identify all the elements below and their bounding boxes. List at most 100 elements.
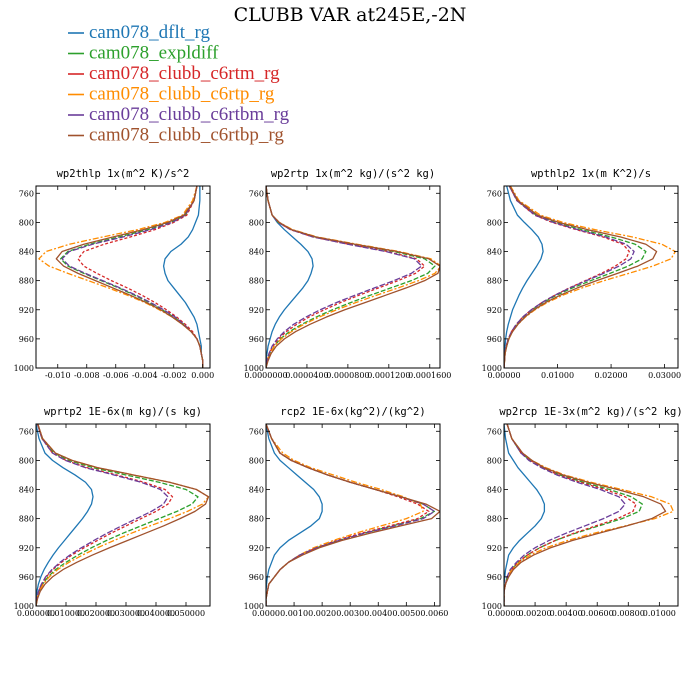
legend-label: cam078_clubb_c6rtbm_rg bbox=[89, 104, 290, 125]
series-line bbox=[38, 186, 204, 368]
x-tick-label: 0.02000 bbox=[595, 371, 628, 380]
series-line bbox=[504, 424, 667, 606]
series-line bbox=[55, 186, 204, 368]
y-tick-label: 840 bbox=[249, 248, 264, 257]
y-tick-label: 920 bbox=[19, 544, 34, 553]
y-tick-label: 840 bbox=[487, 486, 502, 495]
x-tick-label: 0.000000 bbox=[17, 609, 55, 618]
series-line bbox=[504, 424, 674, 606]
x-tick-label: 0.0040 bbox=[364, 609, 392, 618]
series-line bbox=[162, 186, 204, 368]
x-tick-label: 0.00200 bbox=[519, 609, 552, 618]
series-line bbox=[266, 186, 440, 368]
series-line bbox=[36, 424, 210, 606]
panel: wp2rcp 1E-3x(m^2 kg)/(s^2 kg) 760 800 840 88… bbox=[482, 406, 683, 618]
plot-frame bbox=[35, 423, 211, 607]
panel-title: wpthlp2 1x(m K^2)/s bbox=[531, 168, 651, 180]
series-line bbox=[266, 424, 436, 606]
y-tick-label: 760 bbox=[487, 189, 502, 198]
y-tick-label: 840 bbox=[19, 248, 34, 257]
y-tick-label: 960 bbox=[487, 573, 502, 582]
series-line bbox=[36, 424, 169, 606]
y-tick-label: 840 bbox=[487, 248, 502, 257]
legend-entry: cam078_clubb_c6rtbp_rg bbox=[68, 125, 284, 146]
series-line bbox=[504, 186, 544, 368]
y-tick-label: 920 bbox=[249, 306, 264, 315]
x-tick-label: 0.0001600 bbox=[408, 371, 451, 380]
plot-frame bbox=[503, 423, 679, 607]
legend-entry: cam078_clubb_c6rtm_rg bbox=[68, 63, 280, 84]
y-tick-label: 800 bbox=[249, 218, 264, 227]
y-tick-label: 960 bbox=[19, 573, 34, 582]
x-tick-label: 0.000 bbox=[191, 371, 214, 380]
series-line bbox=[504, 186, 635, 368]
legend-label: cam078_clubb_c6rtbp_rg bbox=[89, 125, 284, 146]
x-tick-label: -0.004 bbox=[132, 371, 158, 380]
series-line bbox=[504, 186, 658, 368]
y-tick-label: 920 bbox=[487, 544, 502, 553]
y-tick-label: 960 bbox=[249, 335, 264, 344]
series-group bbox=[38, 186, 204, 368]
x-tick-label: 0.01000 bbox=[643, 609, 676, 618]
y-tick-label: 1000 bbox=[482, 602, 502, 611]
series-line bbox=[504, 424, 626, 606]
y-tick-label: 800 bbox=[487, 456, 502, 465]
series-line bbox=[504, 424, 643, 606]
x-tick-label: 0.03000 bbox=[648, 371, 681, 380]
x-tick-label: 0.0000800 bbox=[326, 371, 369, 380]
panel: wpthlp2 1x(m K^2)/s 760 800 840 880 920 960 100… bbox=[482, 168, 682, 380]
series-group bbox=[504, 424, 674, 606]
x-tick-label: 0.01000 bbox=[541, 371, 574, 380]
y-tick-label: 920 bbox=[487, 306, 502, 315]
series-line bbox=[266, 186, 426, 368]
panel-title: rcp2 1E-6x(kg^2)/(kg^2) bbox=[280, 406, 425, 418]
series-group bbox=[36, 424, 210, 606]
series-line bbox=[504, 186, 647, 368]
y-tick-label: 840 bbox=[19, 486, 34, 495]
y-tick-label: 840 bbox=[249, 486, 264, 495]
x-tick-label: 0.0001200 bbox=[367, 371, 410, 380]
x-tick-label: 0.0030 bbox=[336, 609, 364, 618]
y-tick-label: 760 bbox=[249, 189, 264, 198]
series-group bbox=[504, 186, 676, 368]
series-line bbox=[266, 186, 423, 368]
y-tick-label: 1000 bbox=[244, 602, 264, 611]
legend-label: cam078_clubb_c6rtp_rg bbox=[89, 84, 275, 105]
legend-entry: cam078_expldiff bbox=[68, 43, 219, 64]
x-tick-label: 0.00400 bbox=[550, 609, 583, 618]
series-line bbox=[266, 424, 440, 606]
y-tick-label: 1000 bbox=[14, 602, 34, 611]
series-line bbox=[60, 186, 204, 368]
y-tick-label: 800 bbox=[19, 456, 34, 465]
panel: wprtp2 1E-6x(m kg)/(s kg) 760 800 840 880 920… bbox=[14, 406, 211, 618]
y-tick-label: 880 bbox=[19, 277, 34, 286]
y-tick-label: 880 bbox=[487, 277, 502, 286]
y-tick-label: 920 bbox=[249, 544, 264, 553]
x-tick-label: 0.0060 bbox=[420, 609, 448, 618]
series-line bbox=[36, 424, 94, 606]
series-line bbox=[266, 424, 323, 606]
x-tick-label: 0.0000400 bbox=[285, 371, 328, 380]
y-tick-label: 920 bbox=[19, 306, 34, 315]
y-tick-label: 880 bbox=[249, 277, 264, 286]
series-line bbox=[504, 424, 546, 606]
y-tick-label: 760 bbox=[19, 427, 34, 436]
panel-title: wp2thlp 1x(m^2 K)/s^2 bbox=[57, 168, 190, 180]
y-tick-label: 880 bbox=[487, 515, 502, 524]
x-tick-label: 0.040000 bbox=[137, 609, 175, 618]
y-tick-label: 960 bbox=[487, 335, 502, 344]
x-tick-label: 0.030000 bbox=[107, 609, 145, 618]
y-tick-label: 960 bbox=[249, 573, 264, 582]
y-tick-label: 880 bbox=[19, 515, 34, 524]
series-line bbox=[36, 424, 210, 606]
plot-frame bbox=[503, 185, 679, 369]
y-tick-label: 1000 bbox=[244, 364, 264, 373]
x-tick-label: 0.00000 bbox=[487, 609, 520, 618]
series-line bbox=[504, 186, 630, 368]
plot-frame bbox=[265, 185, 441, 369]
panel: rcp2 1E-6x(kg^2)/(kg^2) 760 800 840 880 920 96… bbox=[244, 406, 449, 618]
panel-title: wp2rcp 1E-3x(m^2 kg)/(s^2 kg) bbox=[499, 406, 682, 418]
y-tick-label: 800 bbox=[249, 456, 264, 465]
x-tick-label: 0.050000 bbox=[167, 609, 205, 618]
series-line bbox=[77, 186, 204, 368]
